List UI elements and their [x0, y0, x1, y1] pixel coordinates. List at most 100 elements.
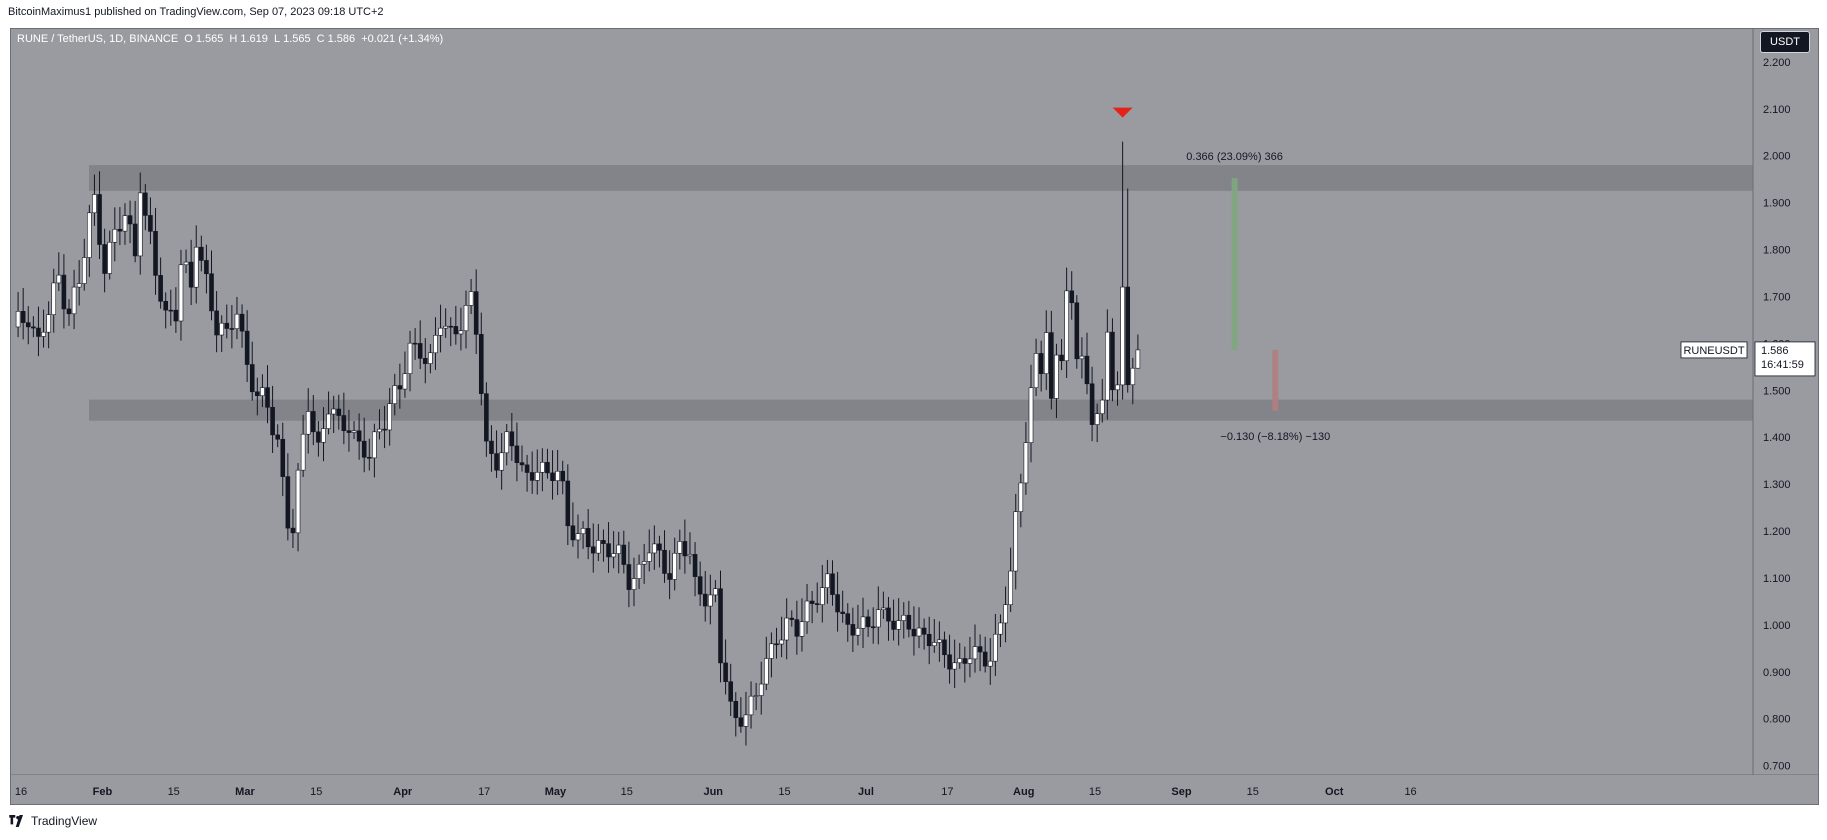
candle-body — [1028, 387, 1034, 443]
candle — [331, 395, 336, 434]
candle — [1008, 547, 1013, 613]
candle-body — [478, 334, 484, 394]
candle-body — [519, 462, 525, 466]
chart-frame[interactable]: 0.366 (23.09%) 366 −0.130 (−8.18%) −130 2.… — [10, 28, 1819, 805]
candle-body — [422, 358, 428, 364]
candle — [478, 312, 484, 406]
candle-body — [244, 330, 250, 365]
candle-body — [616, 544, 622, 554]
candle — [372, 423, 377, 478]
candle — [524, 454, 530, 492]
candle-body — [199, 246, 204, 261]
candle-body — [590, 546, 596, 554]
candle-body — [188, 261, 194, 288]
candle-body — [428, 352, 433, 364]
candle — [891, 599, 896, 641]
candle — [789, 610, 795, 627]
candle-body — [713, 588, 718, 596]
candle-body — [789, 617, 795, 620]
candle — [545, 448, 550, 479]
candle-body — [687, 554, 693, 557]
x-tick-label: Sep — [1171, 786, 1191, 798]
low-label: L — [273, 33, 281, 45]
candle-body — [15, 311, 21, 328]
candle — [366, 438, 372, 471]
candle-body — [621, 544, 627, 565]
candle — [723, 639, 728, 695]
candle-body — [514, 445, 520, 463]
candle-body — [1023, 442, 1029, 484]
candle — [886, 597, 891, 641]
publish-info: BitcoinMaximus1 published on TradingView… — [8, 6, 384, 18]
candle — [31, 316, 36, 338]
candle — [799, 598, 805, 652]
candle — [351, 421, 357, 440]
candle — [901, 602, 907, 639]
candle — [875, 586, 881, 645]
candle — [56, 252, 62, 292]
candle — [855, 604, 861, 646]
candle-body — [677, 541, 683, 554]
candle-body — [443, 325, 448, 329]
candle-body — [127, 215, 133, 225]
candle — [1069, 271, 1075, 320]
candle — [738, 697, 744, 733]
candle-body — [692, 554, 698, 577]
candle-body — [799, 621, 805, 637]
candle-body — [702, 593, 708, 607]
candle — [728, 663, 733, 717]
candle-body — [753, 695, 759, 697]
candle — [285, 453, 291, 541]
candle-body — [1089, 383, 1095, 425]
candle — [290, 508, 296, 548]
candle-body — [733, 700, 739, 719]
candle — [646, 529, 652, 572]
candle — [448, 317, 454, 347]
candle — [112, 207, 118, 262]
close-label: C — [316, 33, 325, 45]
candle — [1043, 310, 1049, 390]
candle — [840, 590, 845, 623]
candle-body — [331, 408, 336, 415]
candle-body — [565, 480, 571, 527]
candle — [957, 642, 963, 669]
candle-body — [295, 469, 301, 534]
candle — [911, 606, 917, 656]
footer-brand[interactable]: TradingView — [8, 814, 97, 828]
price-chart[interactable]: 0.366 (23.09%) 366 −0.130 (−8.18%) −130 2.… — [11, 29, 1819, 805]
candle — [1049, 310, 1054, 410]
candle-body — [626, 564, 632, 590]
candle — [993, 613, 998, 676]
target-down-label: −0.130 (−8.18%) −130 — [1220, 431, 1330, 443]
candle — [224, 304, 230, 339]
candle-body — [219, 322, 224, 336]
candle — [845, 603, 851, 642]
candle — [585, 508, 591, 560]
candle-body — [636, 563, 642, 579]
candle-body — [916, 627, 922, 637]
candle — [316, 421, 321, 457]
x-tick-label: Jul — [858, 786, 874, 798]
candle-body — [1018, 482, 1024, 513]
currency-button[interactable]: USDT — [1760, 31, 1810, 53]
symbol-title[interactable]: RUNE / TetherUS, 1D, BINANCE — [17, 33, 179, 45]
candle — [158, 257, 163, 309]
x-tick-label: 15 — [168, 786, 180, 798]
candle — [534, 449, 540, 495]
candle — [748, 681, 754, 729]
candle — [163, 292, 168, 329]
candle — [896, 598, 901, 646]
candle-body — [81, 257, 87, 284]
candle-body — [906, 614, 912, 630]
candle — [835, 571, 840, 632]
candle-body — [132, 223, 138, 257]
x-tick-label: 15 — [1247, 786, 1259, 798]
candle — [1064, 267, 1069, 378]
y-tick-label: 0.900 — [1763, 667, 1791, 679]
candle-body — [1135, 349, 1141, 369]
x-tick-label: 17 — [941, 786, 953, 798]
candle — [1105, 309, 1110, 420]
candle-body — [326, 413, 331, 429]
candle-body — [1038, 353, 1044, 374]
candle-body — [611, 553, 616, 558]
